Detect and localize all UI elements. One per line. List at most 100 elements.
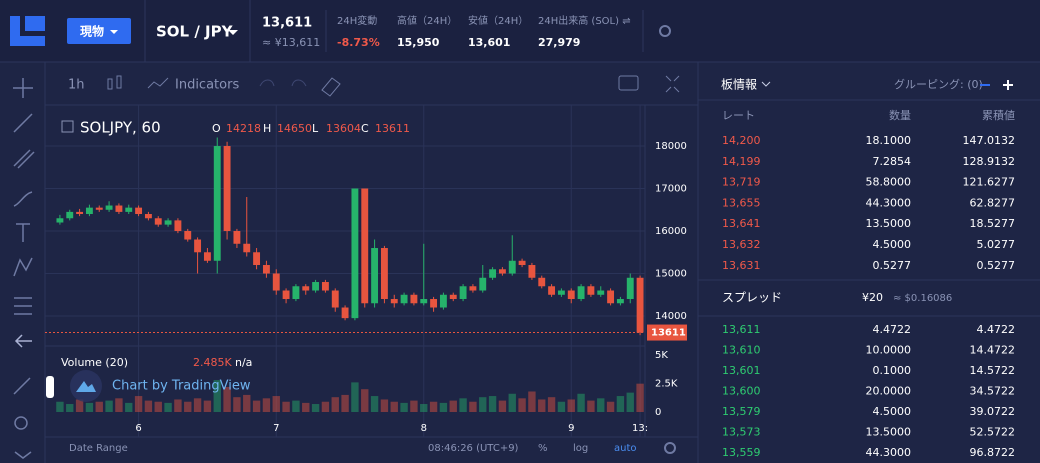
volume-tick-label: 5K xyxy=(655,350,668,361)
cumulative: 39.0722 xyxy=(970,405,1016,418)
snapshot-icon[interactable] xyxy=(618,75,639,91)
ohlc-value: 13604 xyxy=(326,122,361,135)
cumulative: 5.0277 xyxy=(977,238,1016,251)
grouping: グルーピング: (0) xyxy=(894,77,983,91)
candle-body xyxy=(371,248,379,304)
quantity: 4.5000 xyxy=(873,238,912,251)
cumulative: 4.4722 xyxy=(977,323,1016,336)
candle-body xyxy=(577,286,585,300)
candle-body xyxy=(341,307,349,319)
ohlc-value: 14218 xyxy=(226,122,261,135)
volume-tick-label: 0 xyxy=(655,407,661,418)
candle-body xyxy=(223,146,231,232)
quantity: 4.4722 xyxy=(873,323,912,336)
pair-selector[interactable]: SOL / JPY xyxy=(156,23,234,41)
chart-type-icon[interactable] xyxy=(107,75,122,90)
candle-body xyxy=(489,269,497,278)
settings-icon[interactable] xyxy=(664,442,676,454)
caret xyxy=(110,30,118,34)
rate: 14,199 xyxy=(722,155,761,168)
last-price-tag xyxy=(647,324,687,341)
y-tick-label: 14000 xyxy=(655,311,687,322)
candle-body xyxy=(479,277,487,291)
cumulative: 62.8277 xyxy=(970,196,1016,209)
candle-body xyxy=(410,294,418,304)
candle-body xyxy=(194,239,202,253)
log-toggle[interactable]: log xyxy=(573,443,588,454)
cumulative: 52.5722 xyxy=(970,426,1016,439)
book-title[interactable]: 板情報 xyxy=(721,78,757,92)
spread-value: ¥20 xyxy=(862,291,883,304)
candle-body xyxy=(135,207,143,215)
candle-body xyxy=(587,286,595,295)
rate: 13,641 xyxy=(722,217,761,230)
volume-tick-label: 2.5K xyxy=(655,379,678,390)
candle-body xyxy=(607,290,615,304)
column-header: 数量 xyxy=(889,109,911,122)
drawing-tools[interactable] xyxy=(13,78,35,459)
candle-body xyxy=(518,260,526,266)
ohlc-key: L xyxy=(312,122,319,135)
quantity: 44.3000 xyxy=(866,446,912,459)
eraser-icon[interactable] xyxy=(321,77,341,97)
ohlc-value: 14650 xyxy=(277,122,312,135)
last-price-label: 13611 xyxy=(651,328,686,339)
plot xyxy=(45,137,645,412)
candle-body xyxy=(174,220,182,232)
rate: 14,200 xyxy=(722,134,761,147)
candle-body xyxy=(459,286,467,300)
stat-label: 安値（24H） xyxy=(468,14,528,27)
undo-redo[interactable] xyxy=(259,79,307,87)
rate: 13,632 xyxy=(722,238,761,251)
watermark[interactable]: Chart by TradingView xyxy=(112,379,251,394)
percent-toggle[interactable]: % xyxy=(538,443,548,454)
candle-body xyxy=(449,294,457,300)
candle-body xyxy=(380,248,388,300)
auto-toggle[interactable]: auto xyxy=(614,443,637,454)
rate: 13,655 xyxy=(722,196,761,209)
panel-handle[interactable] xyxy=(46,376,54,398)
volume-extra: n/a xyxy=(235,356,252,369)
group-plus[interactable] xyxy=(1003,80,1013,90)
stat-value: -8.73% xyxy=(337,36,380,49)
candle-body xyxy=(253,252,261,266)
interval[interactable]: 1h xyxy=(68,78,85,93)
candle-body xyxy=(636,277,644,333)
candle-body xyxy=(597,290,605,295)
candle-body xyxy=(508,260,516,274)
stat-value: 13,601 xyxy=(468,36,510,49)
stat-label[interactable]: 24H出来高 (SOL) ⇌ xyxy=(538,14,631,27)
indicators-button[interactable]: Indicators xyxy=(175,78,239,93)
volume-value: 2.485K xyxy=(193,356,232,369)
candle-body xyxy=(616,299,624,304)
market-label: 現物 xyxy=(80,24,104,39)
candle-body xyxy=(184,231,192,240)
fullscreen-icon[interactable] xyxy=(665,75,680,93)
collapse-icon[interactable] xyxy=(61,120,74,133)
candle-body xyxy=(262,265,270,274)
candle-body xyxy=(567,290,575,300)
market-button[interactable] xyxy=(67,18,131,44)
candle-body xyxy=(85,207,93,215)
quantity: 44.3000 xyxy=(866,196,912,209)
logo[interactable] xyxy=(10,16,45,46)
volume-name: Volume (20) xyxy=(61,356,128,369)
spread-label: スプレッド xyxy=(722,291,782,305)
quantity: 10.0000 xyxy=(866,344,912,357)
candle-body xyxy=(557,290,565,295)
x-tick-label: 7 xyxy=(273,423,279,434)
candle-body xyxy=(321,282,329,291)
settings-icon[interactable] xyxy=(659,25,671,37)
quantity: 18.1000 xyxy=(866,134,912,147)
caret xyxy=(228,30,238,35)
y-tick-label: 18000 xyxy=(655,141,687,152)
cumulative: 18.5277 xyxy=(970,217,1016,230)
last-price: 13,611 xyxy=(262,16,312,31)
candle-body xyxy=(548,286,556,295)
watermark-logo xyxy=(76,381,96,392)
candle-body xyxy=(272,273,280,291)
date-range[interactable]: Date Range xyxy=(69,443,128,454)
candle-body xyxy=(203,252,211,261)
caret xyxy=(761,81,771,87)
